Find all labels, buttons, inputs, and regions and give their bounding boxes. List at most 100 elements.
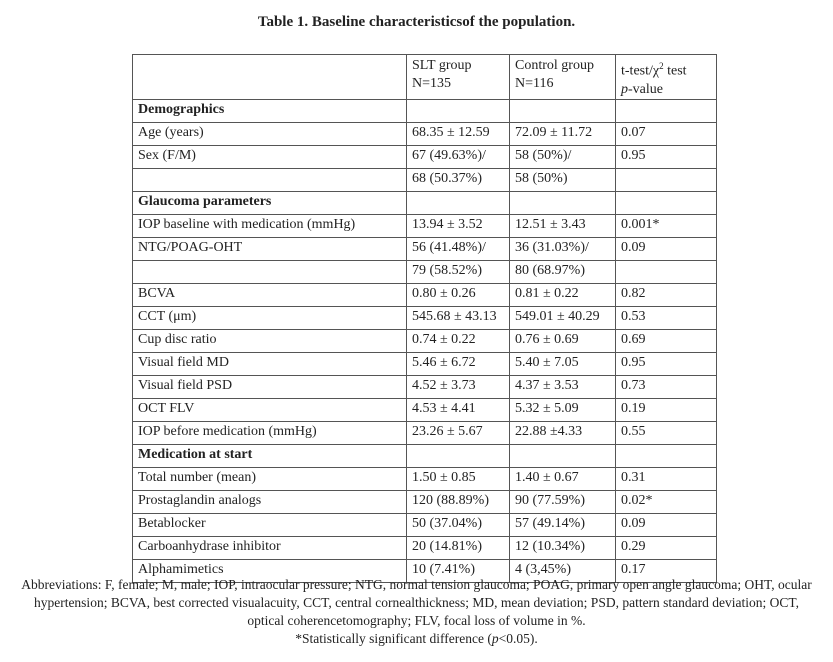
- table-row-ntg2: 79 (58.52%) 80 (68.97%): [132, 260, 717, 284]
- section-heading: Glaucoma parameters: [132, 191, 407, 215]
- row-label: Carboanhydrase inhibitor: [132, 536, 407, 560]
- table-row-octflv: OCT FLV 4.53 ± 4.41 5.32 ± 5.09 0.19: [132, 398, 717, 422]
- p-value: 0.19: [615, 398, 717, 422]
- section-heading: Medication at start: [132, 444, 407, 468]
- section-row-glaucoma: Glaucoma parameters: [132, 191, 717, 215]
- header-row: SLT group N=135 Control group N=116 t-te…: [132, 54, 717, 100]
- slt-value: 5.46 ± 6.72: [406, 352, 510, 376]
- row-label: Cup disc ratio: [132, 329, 407, 353]
- table-row-vfmd: Visual field MD 5.46 ± 6.72 5.40 ± 7.05 0.9…: [132, 352, 717, 376]
- control-value: 57 (49.14%): [509, 513, 616, 537]
- section-heading: Demographics: [132, 99, 407, 123]
- slt-value: 50 (37.04%): [406, 513, 510, 537]
- table-row-cup: Cup disc ratio 0.74 ± 0.22 0.76 ± 0.69 0.69: [132, 329, 717, 353]
- row-label: CCT (μm): [132, 306, 407, 330]
- row-label: OCT FLV: [132, 398, 407, 422]
- control-value: 58 (50%)/: [509, 145, 616, 169]
- empty-cell: [406, 191, 510, 215]
- header-test-line2: p-value: [621, 81, 663, 97]
- row-label: Visual field PSD: [132, 375, 407, 399]
- baseline-table: SLT group N=135 Control group N=116 t-te…: [132, 54, 717, 583]
- table-row-iop_base: IOP baseline with medication (mmHg) 13.94…: [132, 214, 717, 238]
- table-row-sex1: Sex (F/M) 67 (49.63%)/58 (50%)/0.95: [132, 145, 717, 169]
- row-label: Prostaglandin analogs: [132, 490, 407, 514]
- p-value: 0.001*: [615, 214, 717, 238]
- slt-value: 120 (88.89%): [406, 490, 510, 514]
- empty-cell: [509, 444, 616, 468]
- row-label: Alphamimetics: [132, 559, 407, 583]
- slt-value: 1.50 ± 0.85: [406, 467, 510, 491]
- table-row-age: Age (years) 68.35 ± 12.59 72.09 ± 11.72 0.0…: [132, 122, 717, 146]
- table-row-cct: CCT (μm) 545.68 ± 43.13 549.01 ± 40.29 0.53: [132, 306, 717, 330]
- control-value: 72.09 ± 11.72: [509, 122, 616, 146]
- table-row-bcva: BCVA 0.80 ± 0.26 0.81 ± 0.22 0.82: [132, 283, 717, 307]
- section-row-demographics: Demographics: [132, 99, 717, 123]
- control-value: 58 (50%): [509, 168, 616, 192]
- row-label: IOP before medication (mmHg): [132, 421, 407, 445]
- empty-cell: [406, 444, 510, 468]
- header-control-title: Control group: [515, 58, 594, 73]
- header-test: t-test/χ2 test p-value: [615, 54, 717, 100]
- p-value: 0.07: [615, 122, 717, 146]
- row-label: Sex (F/M): [132, 145, 407, 169]
- table-row-alpha: Alphamimetics 10 (7.41%) 4 (3,45%) 0.17: [132, 559, 717, 583]
- slt-value: 13.94 ± 3.52: [406, 214, 510, 238]
- empty-cell: [509, 191, 616, 215]
- p-value: 0.29: [615, 536, 717, 560]
- p-value: 0.55: [615, 421, 717, 445]
- p-value: [615, 168, 717, 192]
- slt-value: 0.80 ± 0.26: [406, 283, 510, 307]
- slt-value: 56 (41.48%)/: [406, 237, 510, 261]
- slt-value: 68 (50.37%): [406, 168, 510, 192]
- control-value: 5.40 ± 7.05: [509, 352, 616, 376]
- p-value: 0.73: [615, 375, 717, 399]
- row-label: Age (years): [132, 122, 407, 146]
- p-value: 0.09: [615, 513, 717, 537]
- slt-value: 0.74 ± 0.22: [406, 329, 510, 353]
- table-footnote: Abbreviations: F, female; M, male; IOP, …: [20, 576, 813, 648]
- control-value: 1.40 ± 0.67: [509, 467, 616, 491]
- slt-value: 10 (7.41%): [406, 559, 510, 583]
- table-row-vfpsd: Visual field PSD 4.52 ± 3.73 4.37 ± 3.53 0.…: [132, 375, 717, 399]
- p-value: 0.31: [615, 467, 717, 491]
- slt-value: 23.26 ± 5.67: [406, 421, 510, 445]
- row-label: IOP baseline with medication (mmHg): [132, 214, 407, 238]
- slt-value: 67 (49.63%)/: [406, 145, 510, 169]
- empty-cell: [615, 444, 717, 468]
- p-value: [615, 260, 717, 284]
- row-label: BCVA: [132, 283, 407, 307]
- table-row-beta: Betablocker 50 (37.04%) 57 (49.14%) 0.09: [132, 513, 717, 537]
- section-row-medication: Medication at start: [132, 444, 717, 468]
- row-label: [132, 168, 407, 192]
- table-row-ntg1: NTG/POAG-OHT 56 (41.48%)/36 (31.03%)/0.09: [132, 237, 717, 261]
- table-row-total: Total number (mean) 1.50 ± 0.85 1.40 ± 0.6…: [132, 467, 717, 491]
- control-value: 12.51 ± 3.43: [509, 214, 616, 238]
- p-value: 0.53: [615, 306, 717, 330]
- header-slt: SLT group N=135: [406, 54, 510, 100]
- row-label: Betablocker: [132, 513, 407, 537]
- empty-cell: [615, 99, 717, 123]
- slt-value: 545.68 ± 43.13: [406, 306, 510, 330]
- header-cell-empty: [132, 54, 407, 100]
- slt-value: 20 (14.81%): [406, 536, 510, 560]
- slt-value: 4.53 ± 4.41: [406, 398, 510, 422]
- control-value: 22.88 ±4.33: [509, 421, 616, 445]
- control-value: 12 (10.34%): [509, 536, 616, 560]
- abbreviations-note: Abbreviations: F, female; M, male; IOP, …: [21, 577, 812, 628]
- control-value: 549.01 ± 40.29: [509, 306, 616, 330]
- control-value: 5.32 ± 5.09: [509, 398, 616, 422]
- table-title: Table 1. Baseline characteristicsof the …: [257, 14, 576, 30]
- control-value: 0.76 ± 0.69: [509, 329, 616, 353]
- p-value: 0.95: [615, 145, 717, 169]
- table-row-prosta: Prostaglandin analogs 120 (88.89%) 90 (77.…: [132, 490, 717, 514]
- table-row-carbo: Carboanhydrase inhibitor 20 (14.81%) 12 (1…: [132, 536, 717, 560]
- p-value: 0.95: [615, 352, 717, 376]
- p-value: 0.69: [615, 329, 717, 353]
- table-row-sex2: 68 (50.37%) 58 (50%): [132, 168, 717, 192]
- empty-cell: [406, 99, 510, 123]
- significance-note: *Statistically significant difference (p…: [295, 631, 538, 646]
- empty-cell: [509, 99, 616, 123]
- table-row-iop_before: IOP before medication (mmHg) 23.26 ± 5.67…: [132, 421, 717, 445]
- p-value: 0.82: [615, 283, 717, 307]
- slt-value: 68.35 ± 12.59: [406, 122, 510, 146]
